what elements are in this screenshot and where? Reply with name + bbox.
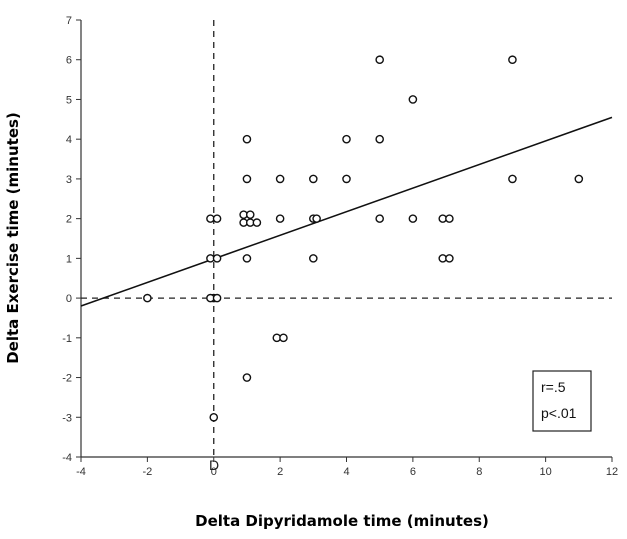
data-point bbox=[212, 254, 222, 263]
y-tick-label: -2 bbox=[62, 373, 72, 385]
stats-r: r=.5 bbox=[541, 379, 566, 395]
data-point bbox=[312, 214, 321, 223]
data-point bbox=[212, 293, 222, 303]
y-tick-label: 7 bbox=[66, 15, 72, 27]
x-tick-label: 8 bbox=[476, 466, 482, 478]
data-point bbox=[342, 134, 351, 144]
data-point bbox=[143, 293, 152, 303]
data-point bbox=[574, 174, 584, 184]
x-tick-label: 10 bbox=[540, 466, 552, 478]
data-point bbox=[342, 174, 351, 184]
y-tick-label: 3 bbox=[66, 174, 72, 186]
data-point bbox=[375, 55, 384, 65]
regression-line bbox=[80, 116, 613, 307]
data-point bbox=[375, 134, 384, 144]
x-tick-label: 2 bbox=[277, 466, 283, 478]
data-point bbox=[242, 254, 252, 263]
regression-line-group bbox=[80, 116, 613, 307]
data-point bbox=[242, 134, 252, 144]
y-tick-label: 0 bbox=[66, 293, 72, 305]
data-point bbox=[245, 210, 255, 219]
x-tick-label: 4 bbox=[343, 466, 349, 478]
data-point bbox=[275, 214, 285, 223]
data-point bbox=[212, 214, 222, 223]
data-point bbox=[445, 214, 454, 223]
x-axis-title: Delta Dipyridamole time (minutes) bbox=[195, 512, 489, 530]
data-point bbox=[209, 412, 219, 422]
x-tick-label: 0 bbox=[211, 466, 217, 478]
x-tick-label: 6 bbox=[410, 466, 416, 478]
data-point bbox=[508, 174, 517, 184]
data-point bbox=[375, 214, 384, 223]
y-tick-label: -1 bbox=[62, 333, 72, 345]
data-point bbox=[242, 373, 252, 382]
x-tick-label: -2 bbox=[142, 466, 152, 478]
x-tick-label: 12 bbox=[606, 466, 618, 478]
y-axis-title: Delta Exercise time (minutes) bbox=[4, 112, 22, 364]
data-point bbox=[309, 254, 318, 263]
data-point bbox=[242, 174, 252, 184]
y-tick-label: 6 bbox=[66, 55, 72, 67]
reference-lines bbox=[81, 20, 612, 457]
data-point bbox=[275, 174, 285, 184]
data-point bbox=[445, 254, 454, 263]
y-tick-label: -4 bbox=[62, 452, 72, 464]
data-point bbox=[279, 333, 288, 343]
y-tick-label: 1 bbox=[66, 253, 72, 265]
y-tick-label: 4 bbox=[66, 134, 72, 146]
data-point bbox=[408, 95, 418, 104]
x-tick-label: -4 bbox=[76, 466, 86, 478]
data-points bbox=[143, 55, 584, 422]
y-tick-label: 5 bbox=[66, 94, 72, 106]
stats-box: r=.5 p<.01 bbox=[532, 370, 592, 432]
data-point bbox=[508, 55, 517, 65]
y-tick-label: 2 bbox=[66, 214, 72, 226]
data-point bbox=[408, 214, 418, 223]
stats-p: p<.01 bbox=[541, 405, 577, 421]
data-point bbox=[252, 218, 262, 227]
x-marker-label: D bbox=[209, 457, 219, 473]
data-point bbox=[309, 174, 318, 184]
y-tick-label: -3 bbox=[62, 412, 72, 424]
